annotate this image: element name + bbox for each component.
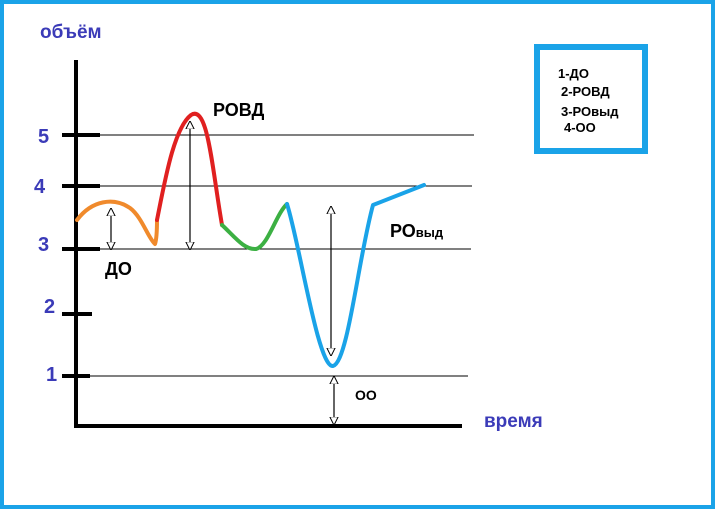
x-axis-title: время xyxy=(484,411,543,432)
tick-label-2: 2 xyxy=(44,296,55,318)
label-oo: ОО xyxy=(355,387,377,403)
curve-segment-middle xyxy=(220,202,289,251)
legend-box: 1-ДО 2-РОВД 3-РОвыд 4-ОО xyxy=(534,44,648,154)
legend-item-2: 2-РОВД xyxy=(561,84,610,99)
tick-label-1: 1 xyxy=(46,364,57,386)
label-ro: РО xyxy=(390,221,416,241)
y-axis-title: объём xyxy=(40,22,102,43)
label-ro-subscript: выд xyxy=(416,225,444,240)
curve-segment-do xyxy=(75,199,159,246)
tick-label-5: 5 xyxy=(38,126,49,148)
legend-item-1: 1-ДО xyxy=(558,66,589,81)
label-ro-vyd: РОвыд xyxy=(390,221,444,241)
curve-segment-rovd xyxy=(155,111,224,227)
label-do: ДО xyxy=(105,259,132,279)
tick-label-3: 3 xyxy=(38,234,49,256)
tick-label-4: 4 xyxy=(34,176,46,198)
legend-item-3: 3-РОвыд xyxy=(561,104,619,119)
legend-item-4: 4-ОО xyxy=(564,120,596,135)
label-rovd: РОВД xyxy=(213,100,265,120)
curve-segment-rovyd xyxy=(285,183,426,368)
